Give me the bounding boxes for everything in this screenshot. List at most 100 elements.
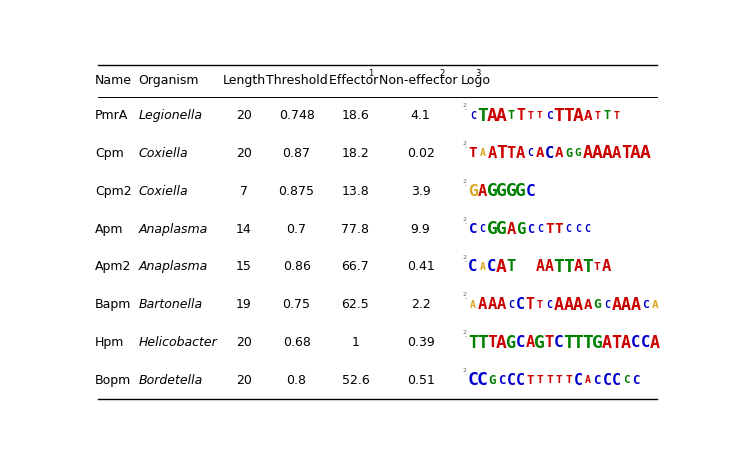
Text: G: G <box>496 182 507 200</box>
Text: C: C <box>623 375 629 385</box>
Text: T: T <box>496 144 507 162</box>
Text: 2: 2 <box>463 368 467 373</box>
Text: 0.41: 0.41 <box>407 260 434 273</box>
Text: A: A <box>651 300 658 310</box>
Text: G: G <box>515 182 526 200</box>
Text: 0.75: 0.75 <box>283 298 311 311</box>
Text: A: A <box>601 144 612 162</box>
Text: T: T <box>477 106 488 125</box>
Text: 20: 20 <box>236 109 252 122</box>
Text: A: A <box>479 262 486 272</box>
Text: T: T <box>582 258 593 276</box>
Text: T: T <box>537 111 542 120</box>
Text: C: C <box>527 222 534 236</box>
Text: T: T <box>546 375 553 385</box>
Text: -: - <box>464 297 467 302</box>
Text: T: T <box>516 108 526 123</box>
Text: A: A <box>487 146 497 161</box>
Text: Apm2: Apm2 <box>95 260 131 273</box>
Text: T: T <box>553 106 565 125</box>
Text: T: T <box>526 297 535 312</box>
Text: A: A <box>496 258 507 276</box>
Text: T: T <box>556 375 562 385</box>
Text: A: A <box>554 296 564 314</box>
Text: A: A <box>535 259 545 274</box>
Text: A: A <box>573 296 583 314</box>
Text: 18.2: 18.2 <box>342 147 369 160</box>
Text: G: G <box>516 222 526 237</box>
Text: C: C <box>516 297 526 312</box>
Text: 2: 2 <box>463 293 467 298</box>
Text: T: T <box>506 259 516 274</box>
Text: G: G <box>488 374 496 387</box>
Text: C: C <box>546 111 553 121</box>
Text: Non-effector: Non-effector <box>379 74 462 87</box>
Text: 0.875: 0.875 <box>279 185 314 198</box>
Text: G: G <box>593 298 601 311</box>
Text: 66.7: 66.7 <box>342 260 369 273</box>
Text: -: - <box>464 221 467 226</box>
Text: C: C <box>554 335 564 350</box>
Text: T: T <box>487 335 497 350</box>
Text: G: G <box>506 334 516 352</box>
Text: A: A <box>631 296 640 314</box>
Text: C: C <box>602 373 612 388</box>
Text: T: T <box>563 334 574 352</box>
Text: 1: 1 <box>368 69 374 78</box>
Text: T: T <box>545 222 553 236</box>
Text: 14: 14 <box>236 222 252 236</box>
Text: 52.6: 52.6 <box>342 374 369 387</box>
Text: C: C <box>565 224 572 234</box>
Text: A: A <box>612 296 621 314</box>
Text: T: T <box>621 144 631 162</box>
Text: A: A <box>584 375 591 385</box>
Text: Name: Name <box>95 74 132 87</box>
Text: PmrA: PmrA <box>95 109 128 122</box>
Text: G: G <box>506 182 517 200</box>
Text: G: G <box>468 184 478 199</box>
Text: Apm: Apm <box>95 222 124 236</box>
Text: 0.748: 0.748 <box>279 109 314 122</box>
Text: A: A <box>583 144 592 162</box>
Text: C: C <box>632 374 640 387</box>
Text: A: A <box>486 106 498 125</box>
Text: Threshold: Threshold <box>266 74 328 87</box>
Text: 0.86: 0.86 <box>283 260 311 273</box>
Text: 19: 19 <box>236 298 252 311</box>
Text: A: A <box>536 147 544 161</box>
Text: 62.5: 62.5 <box>342 298 369 311</box>
Text: A: A <box>487 297 497 312</box>
Text: A: A <box>496 106 507 125</box>
Text: 18.6: 18.6 <box>342 109 369 122</box>
Text: T: T <box>594 262 601 272</box>
Text: Coxiella: Coxiella <box>138 147 188 160</box>
Text: C: C <box>498 374 506 387</box>
Text: C: C <box>527 148 534 158</box>
Text: T: T <box>477 334 488 352</box>
Text: 0.8: 0.8 <box>286 374 307 387</box>
Text: G: G <box>534 334 545 352</box>
Text: 1: 1 <box>352 336 359 349</box>
Text: Bopm: Bopm <box>95 374 131 387</box>
Text: 2: 2 <box>463 255 467 260</box>
Text: -: - <box>464 334 467 339</box>
Text: G: G <box>575 148 581 158</box>
Text: C: C <box>516 373 526 388</box>
Text: Anaplasma: Anaplasma <box>138 260 208 273</box>
Text: C: C <box>516 335 526 350</box>
Text: C: C <box>477 371 488 389</box>
Text: A: A <box>592 144 603 162</box>
Text: C: C <box>593 374 601 387</box>
Text: T: T <box>468 334 478 352</box>
Text: 2: 2 <box>463 103 467 108</box>
Text: Cpm: Cpm <box>95 147 124 160</box>
Text: A: A <box>573 259 583 274</box>
Text: A: A <box>555 147 563 161</box>
Text: T: T <box>537 375 543 385</box>
Text: 7: 7 <box>240 185 248 198</box>
Text: 20: 20 <box>236 147 252 160</box>
Text: Organism: Organism <box>138 74 199 87</box>
Text: 3.9: 3.9 <box>411 185 431 198</box>
Text: 0.87: 0.87 <box>283 147 311 160</box>
Text: A: A <box>584 109 592 122</box>
